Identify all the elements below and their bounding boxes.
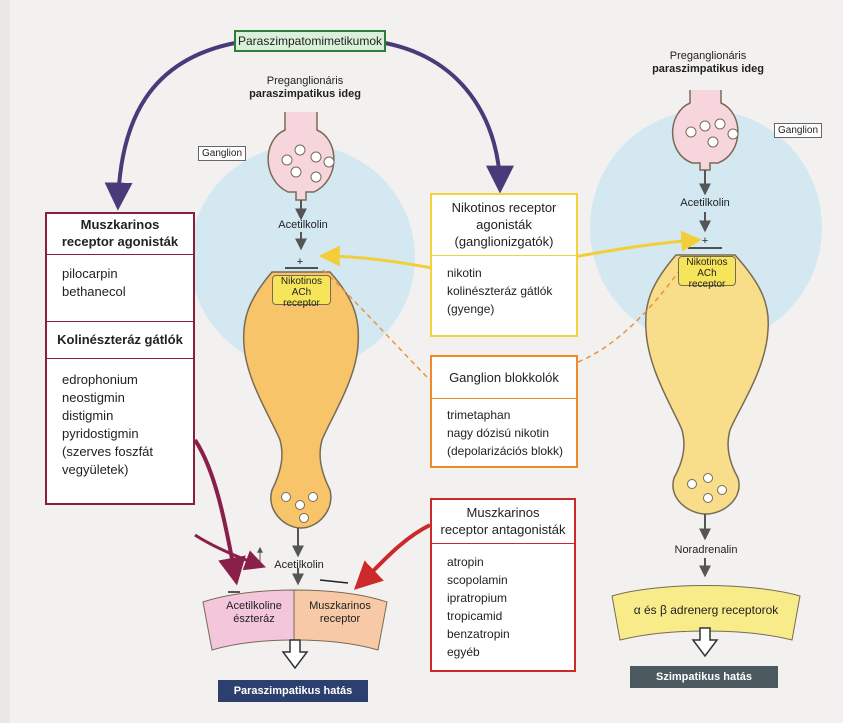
cholinesterase-list: edrophonium neostigmin distigmin pyridos… xyxy=(47,359,193,479)
antagonist-h2: receptor antagonisták xyxy=(440,522,566,537)
right-effect-arrow xyxy=(691,627,719,658)
enzyme-line2: észteráz xyxy=(233,613,275,625)
list-item: trimetaphan xyxy=(447,408,511,422)
list-item: nikotin xyxy=(447,266,482,280)
left-ach-2: Acetilkolin xyxy=(274,559,324,571)
list-item: tropicamid xyxy=(447,609,503,623)
right-postganglionic-neuron xyxy=(644,254,770,515)
yellow-arrow-left xyxy=(318,245,433,270)
antagonist-h1: Muszkarinos xyxy=(466,505,540,520)
left-nicotinic-receptor: Nikotinos ACh receptor xyxy=(272,275,331,309)
nicotinic-h3: (ganglionizgatók) xyxy=(454,234,554,249)
blocker-list: trimetaphan nagy dózisú nikotin (depolar… xyxy=(432,399,576,460)
right-effect-band: Szimpatikus hatás xyxy=(630,666,778,688)
right-nicotinic-receptor: Nikotinos ACh receptor xyxy=(678,256,736,290)
title-box: Paraszimpatomimetikumok xyxy=(234,30,386,52)
left-receptor-line1: Nikotinos ACh xyxy=(280,276,323,298)
list-item: neostigmin xyxy=(62,390,125,405)
musc-agonist-h1: Muszkarinos xyxy=(80,217,160,232)
right-ganglion-label: Ganglion xyxy=(774,123,822,138)
antagonist-heading: Muszkarinos receptor antagonisták xyxy=(432,500,574,544)
antagonist-list: atropin scopolamin ipratropium tropicami… xyxy=(432,544,574,661)
left-preg-label: Preganglionáris paraszimpatikus ideg xyxy=(245,75,365,101)
left-ach-1: Acetilkolin xyxy=(278,219,328,231)
adrenergic-receptor-arc xyxy=(611,585,801,641)
cholinesterase-heading: Kolinészteráz gátlók xyxy=(47,322,193,359)
blocker-heading: Ganglion blokkolók xyxy=(432,357,576,399)
nicotinic-agonist-box: Nikotinos receptor agonisták (ganglioniz… xyxy=(430,193,578,337)
musc-agonist-heading: Muszkarinos receptor agonisták xyxy=(47,214,193,255)
title-text: Paraszimpatomimetikumok xyxy=(237,34,383,48)
left-presyn-terminal xyxy=(267,112,335,201)
blocker-dashed-right xyxy=(577,257,689,363)
muscarinic-agonist-box: Muszkarinos receptor agonisták pilocarpi… xyxy=(45,212,195,505)
left-plus: + xyxy=(296,256,304,268)
nicotinic-heading: Nikotinos receptor agonisták (ganglioniz… xyxy=(432,195,576,255)
left-postganglionic-neuron xyxy=(242,271,360,529)
right-preg-label: Preganglionáris paraszimpatikus ideg xyxy=(648,50,768,76)
left-ganglion-label: Ganglion xyxy=(198,146,246,161)
muscarinic-line1: Muszkarinos xyxy=(309,600,371,612)
list-item: bethanecol xyxy=(62,284,126,299)
left-effect-band: Paraszimpatikus hatás xyxy=(218,680,368,702)
right-noradrenalin: Noradrenalin xyxy=(674,544,738,556)
ganglion-blocker-box: Ganglion blokkolók trimetaphan nagy dózi… xyxy=(430,355,578,468)
list-item: ipratropium xyxy=(447,591,508,605)
muscarinic-line2: receptor xyxy=(319,613,361,625)
list-item: scopolamin xyxy=(447,573,508,587)
cholinesterase-arrow xyxy=(193,438,246,586)
list-item: egyéb xyxy=(447,645,480,659)
muscarinic-receptor-segment xyxy=(293,589,388,651)
nicotinic-h1: Nikotinos receptor xyxy=(451,200,557,215)
nicotinic-h2: agonisták xyxy=(476,217,532,232)
right-ach-1: Acetilkolin xyxy=(680,197,730,209)
list-item: edrophonium xyxy=(62,372,138,387)
enzyme-label: Acetilkoline észteráz xyxy=(220,600,288,626)
list-item: (depolarizációs blokk) xyxy=(447,444,564,458)
nicotinic-list: nikotin kolinészteráz gátlók (gyenge) xyxy=(432,256,576,318)
list-item: (szerves foszfát xyxy=(62,444,154,459)
list-item: distigmin xyxy=(62,408,114,423)
right-plus: + xyxy=(701,235,709,247)
list-item: benzatropin xyxy=(447,627,510,641)
right-preg-line2: paraszimpatikus ideg xyxy=(652,63,764,75)
agonist-arrow xyxy=(194,533,266,571)
arc-to-nicotinic-agonists xyxy=(384,41,514,194)
left-effect-arrow xyxy=(281,639,309,670)
musc-agonist-h2: receptor agonisták xyxy=(61,234,179,249)
blocker-dashed-left xyxy=(322,269,431,381)
arc-to-muscarinic-agonists xyxy=(104,41,236,211)
muscarinic-antagonist-box: Muszkarinos receptor antagonisták atropi… xyxy=(430,498,576,672)
list-item: kolinészteráz gátlók xyxy=(447,284,553,298)
left-preg-line1: Preganglionáris xyxy=(266,75,344,87)
enzyme-line1: Acetilkoline xyxy=(226,600,282,612)
left-receptor-line2: receptor xyxy=(283,298,320,309)
list-item: vegyületek) xyxy=(62,462,129,477)
left-preg-line2: paraszimpatikus ideg xyxy=(249,88,361,100)
list-item: (gyenge) xyxy=(447,302,495,316)
list-item: pyridostigmin xyxy=(62,426,139,441)
antagonist-arrow xyxy=(353,523,431,590)
musc-agonist-list: pilocarpin bethanecol xyxy=(47,255,193,322)
list-item: atropin xyxy=(447,555,484,569)
right-receptor-line1: Nikotinos ACh xyxy=(686,257,728,279)
right-preg-line1: Preganglionáris xyxy=(669,50,747,62)
right-receptor-line2: receptor xyxy=(688,279,726,290)
adrenergic-label: α és β adrenerg receptorok xyxy=(633,603,779,617)
list-item: pilocarpin xyxy=(62,266,118,281)
list-item: nagy dózisú nikotin xyxy=(447,426,550,440)
muscarinic-receptor-label: Muszkarinos receptor xyxy=(300,600,380,626)
